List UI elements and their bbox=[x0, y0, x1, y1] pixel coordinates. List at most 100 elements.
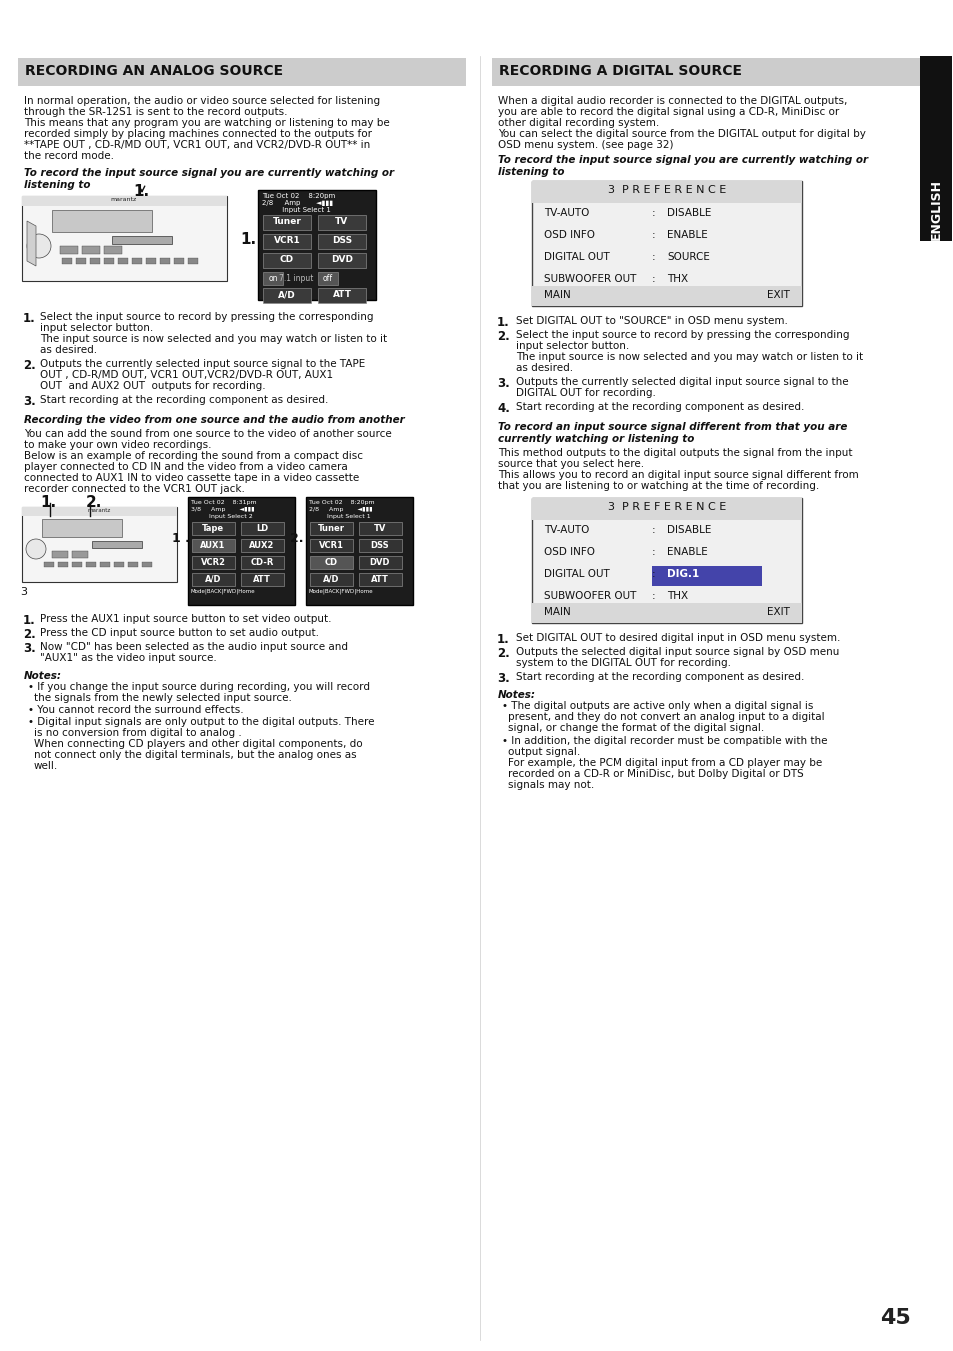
Text: In normal operation, the audio or video source selected for listening: In normal operation, the audio or video … bbox=[24, 96, 379, 105]
Text: Start recording at the recording component as desired.: Start recording at the recording compone… bbox=[40, 394, 328, 405]
Text: Set DIGITAL OUT to "SOURCE" in OSD menu system.: Set DIGITAL OUT to "SOURCE" in OSD menu … bbox=[516, 316, 787, 326]
Text: A/D: A/D bbox=[322, 576, 339, 584]
Text: • Digital input signals are only output to the digital outputs. There: • Digital input signals are only output … bbox=[28, 717, 375, 727]
Bar bbox=[142, 562, 152, 567]
Text: • The digital outputs are active only when a digital signal is: • The digital outputs are active only wh… bbox=[501, 701, 813, 711]
Text: well.: well. bbox=[34, 761, 58, 771]
Bar bbox=[104, 258, 113, 263]
Text: signals may not.: signals may not. bbox=[507, 780, 594, 790]
Text: • If you change the input source during recording, you will record: • If you change the input source during … bbox=[28, 682, 370, 692]
Text: 1.: 1. bbox=[40, 494, 56, 509]
Text: SUBWOOFER OUT: SUBWOOFER OUT bbox=[543, 590, 636, 601]
Text: 2.: 2. bbox=[497, 647, 509, 661]
Bar bbox=[263, 215, 311, 230]
Text: 3.: 3. bbox=[497, 377, 509, 390]
Text: DIG.1: DIG.1 bbox=[666, 569, 699, 580]
Text: DSS: DSS bbox=[332, 236, 352, 245]
Text: ENABLE: ENABLE bbox=[666, 230, 707, 240]
Text: 2.: 2. bbox=[86, 494, 102, 509]
Bar bbox=[112, 236, 172, 245]
Text: is no conversion from digital to analog .: is no conversion from digital to analog … bbox=[34, 728, 241, 738]
Bar bbox=[91, 540, 142, 549]
Text: marantz: marantz bbox=[88, 508, 111, 513]
Text: CD: CD bbox=[324, 558, 337, 567]
Text: 1.: 1. bbox=[497, 634, 509, 646]
Text: connected to AUX1 IN to video cassette tape in a video cassette: connected to AUX1 IN to video cassette t… bbox=[24, 473, 359, 484]
Bar bbox=[241, 521, 284, 535]
Text: This means that any program you are watching or listening to may be: This means that any program you are watc… bbox=[24, 118, 390, 128]
Bar bbox=[263, 288, 311, 303]
Text: ENGLISH: ENGLISH bbox=[928, 178, 942, 240]
Bar bbox=[22, 196, 227, 281]
Text: :: : bbox=[651, 526, 655, 535]
Text: 3  P R E F E R E N C E: 3 P R E F E R E N C E bbox=[607, 503, 725, 512]
Text: input selector button.: input selector button. bbox=[40, 323, 153, 332]
Text: EXIT: EXIT bbox=[766, 607, 789, 617]
Bar bbox=[22, 507, 177, 516]
Text: DSS: DSS bbox=[371, 540, 389, 550]
Text: system to the DIGITAL OUT for recording.: system to the DIGITAL OUT for recording. bbox=[516, 658, 730, 667]
Bar bbox=[263, 272, 283, 285]
Text: Select the input source to record by pressing the corresponding: Select the input source to record by pre… bbox=[40, 312, 374, 322]
Text: The input source is now selected and you may watch or listen to it: The input source is now selected and you… bbox=[516, 353, 862, 362]
Bar bbox=[919, 55, 951, 240]
Bar bbox=[241, 539, 284, 553]
Text: 1.: 1. bbox=[132, 184, 149, 199]
Bar bbox=[317, 234, 366, 249]
Bar bbox=[358, 539, 401, 553]
Text: Start recording at the recording component as desired.: Start recording at the recording compone… bbox=[516, 671, 803, 682]
Bar bbox=[42, 519, 122, 536]
Bar bbox=[310, 557, 353, 569]
Text: Input Select 2: Input Select 2 bbox=[191, 513, 253, 519]
Text: Outputs the currently selected input source signal to the TAPE: Outputs the currently selected input sou… bbox=[40, 359, 365, 369]
Text: 2.: 2. bbox=[23, 628, 35, 640]
Text: VCR1: VCR1 bbox=[318, 540, 343, 550]
Text: DVD: DVD bbox=[370, 558, 390, 567]
Bar bbox=[532, 499, 801, 623]
Bar bbox=[160, 258, 170, 263]
Text: Start recording at the recording component as desired.: Start recording at the recording compone… bbox=[516, 403, 803, 412]
Text: Below is an example of recording the sound from a compact disc: Below is an example of recording the sou… bbox=[24, 451, 363, 461]
Bar bbox=[173, 258, 184, 263]
Bar bbox=[310, 521, 353, 535]
Text: to make your own video recordings.: to make your own video recordings. bbox=[24, 440, 212, 450]
Text: DIGITAL OUT for recording.: DIGITAL OUT for recording. bbox=[516, 388, 655, 399]
Text: present, and they do not convert an analog input to a digital: present, and they do not convert an anal… bbox=[507, 712, 823, 721]
Bar bbox=[71, 562, 82, 567]
Bar bbox=[146, 258, 156, 263]
Bar bbox=[62, 258, 71, 263]
Text: THX: THX bbox=[666, 274, 687, 284]
Bar bbox=[532, 603, 801, 623]
Text: EXIT: EXIT bbox=[766, 290, 789, 300]
Bar bbox=[113, 562, 124, 567]
Text: the record mode.: the record mode. bbox=[24, 151, 113, 161]
Text: A/D: A/D bbox=[278, 290, 295, 299]
Text: Notes:: Notes: bbox=[24, 671, 62, 681]
Text: VCR2: VCR2 bbox=[200, 558, 225, 567]
Text: recorder connected to the VCR1 OUT jack.: recorder connected to the VCR1 OUT jack. bbox=[24, 484, 245, 494]
Bar bbox=[263, 253, 311, 267]
Text: Outputs the currently selected digital input source signal to the: Outputs the currently selected digital i… bbox=[516, 377, 848, 386]
Text: MAIN: MAIN bbox=[543, 290, 570, 300]
Bar bbox=[241, 573, 284, 586]
Text: When a digital audio recorder is connected to the DIGITAL outputs,: When a digital audio recorder is connect… bbox=[497, 96, 846, 105]
Bar bbox=[310, 539, 353, 553]
Text: Recording the video from one source and the audio from another: Recording the video from one source and … bbox=[24, 415, 404, 426]
Bar bbox=[188, 497, 294, 605]
Bar bbox=[532, 181, 801, 203]
Text: ATT: ATT bbox=[253, 576, 271, 584]
Text: OSD INFO: OSD INFO bbox=[543, 547, 595, 557]
Text: :: : bbox=[651, 274, 655, 284]
Text: Outputs the selected digital input source signal by OSD menu: Outputs the selected digital input sourc… bbox=[516, 647, 839, 657]
Text: that you are listening to or watching at the time of recording.: that you are listening to or watching at… bbox=[497, 481, 819, 490]
Text: TV-AUTO: TV-AUTO bbox=[543, 208, 589, 218]
Text: To record the input source signal you are currently watching or
listening to: To record the input source signal you ar… bbox=[24, 168, 394, 189]
Bar bbox=[22, 196, 227, 205]
Text: Tue Oct 02    8:31pm: Tue Oct 02 8:31pm bbox=[191, 500, 256, 505]
Bar bbox=[317, 215, 366, 230]
Text: A/D: A/D bbox=[205, 576, 221, 584]
Text: 3.: 3. bbox=[23, 394, 35, 408]
Bar bbox=[492, 58, 939, 86]
Text: DIGITAL OUT: DIGITAL OUT bbox=[543, 253, 609, 262]
Text: Input Select 1: Input Select 1 bbox=[262, 207, 331, 213]
